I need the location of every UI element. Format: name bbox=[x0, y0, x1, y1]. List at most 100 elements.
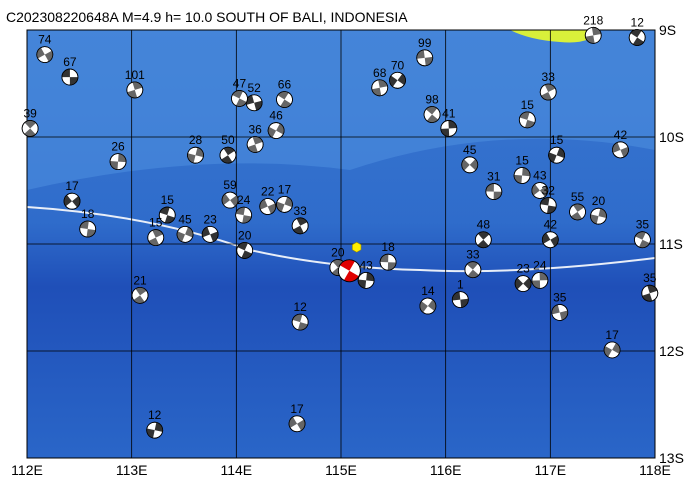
ball-rim bbox=[276, 91, 293, 108]
depth-label: 15 bbox=[515, 154, 529, 168]
ball-rim bbox=[451, 291, 469, 309]
depth-label: 50 bbox=[221, 133, 235, 147]
focal-mechanism bbox=[176, 225, 194, 243]
ball-rim bbox=[531, 182, 549, 199]
ball-quadrant bbox=[358, 272, 375, 289]
ball-rim bbox=[628, 29, 646, 46]
focal-mechanism bbox=[291, 217, 309, 235]
focal-mechanism bbox=[464, 261, 482, 279]
focal-mechanism bbox=[259, 198, 277, 215]
ball-quadrant bbox=[159, 207, 175, 224]
ball-rim bbox=[461, 156, 479, 174]
ball-quadrant bbox=[202, 226, 219, 242]
depth-label: 66 bbox=[278, 78, 292, 92]
focal-mechanism bbox=[131, 286, 149, 304]
focal-mechanism bbox=[79, 220, 97, 238]
depth-label: 15 bbox=[149, 216, 163, 230]
focal-mechanism bbox=[126, 81, 144, 99]
focal-mechanism bbox=[109, 153, 127, 171]
ball-rim bbox=[146, 421, 164, 439]
focal-mechanism bbox=[569, 203, 586, 221]
ball-quadrant bbox=[477, 231, 490, 248]
ball-rim bbox=[531, 271, 549, 289]
ball-rim bbox=[612, 141, 629, 159]
ball-quadrant bbox=[110, 153, 127, 170]
ball-rim bbox=[541, 231, 559, 249]
y-tick-label: 13S bbox=[659, 450, 684, 466]
ball-quadrant bbox=[531, 184, 548, 197]
ball-rim bbox=[291, 313, 309, 331]
depth-label: 15 bbox=[550, 133, 564, 147]
ball-quadrant bbox=[268, 123, 285, 138]
ball-quadrant bbox=[570, 203, 585, 220]
focal-mechanism bbox=[603, 341, 621, 359]
ball-quadrant bbox=[514, 167, 531, 184]
focal-mechanism bbox=[201, 225, 219, 243]
ball-rim bbox=[416, 49, 434, 67]
depth-label: 68 bbox=[373, 66, 387, 80]
ball-rim bbox=[379, 253, 397, 271]
ball-quadrant bbox=[452, 291, 469, 308]
ball-quadrant bbox=[612, 142, 629, 158]
depth-label: 67 bbox=[63, 55, 77, 69]
ball-rim bbox=[288, 415, 306, 433]
x-tick-label: 118E bbox=[639, 462, 671, 478]
focal-mechanism bbox=[440, 120, 458, 137]
focal-mechanism bbox=[236, 242, 254, 259]
ball-quadrant bbox=[541, 84, 556, 101]
depth-label: 70 bbox=[391, 58, 405, 72]
focal-mechanism bbox=[634, 231, 651, 249]
depth-label: 35 bbox=[643, 271, 657, 285]
focal-mechanism bbox=[551, 304, 569, 321]
focal-mechanism bbox=[451, 291, 469, 309]
depth-label: 32 bbox=[542, 183, 556, 197]
ball-quadrant bbox=[635, 231, 650, 248]
ball-quadrant bbox=[235, 207, 252, 224]
ball-quadrant bbox=[371, 79, 388, 96]
ball-quadrant bbox=[466, 261, 479, 278]
focal-mechanism bbox=[221, 191, 239, 209]
focal-mechanism bbox=[531, 182, 549, 199]
ball-rim bbox=[245, 94, 263, 112]
depth-label: 31 bbox=[487, 170, 501, 184]
depth-label: 18 bbox=[81, 207, 95, 221]
ball-rim bbox=[485, 183, 503, 200]
ball-rim bbox=[389, 71, 406, 89]
ball-rim bbox=[259, 198, 277, 215]
depth-label: 33 bbox=[542, 70, 556, 84]
ball-quadrant bbox=[61, 69, 78, 86]
x-tick-label: 115E bbox=[325, 462, 357, 478]
depth-label: 17 bbox=[290, 402, 304, 416]
depth-label: 12 bbox=[148, 408, 162, 422]
ball-rim bbox=[176, 225, 194, 243]
ball-quadrant bbox=[24, 120, 36, 137]
ball-rim bbox=[221, 191, 239, 209]
ball-quadrant bbox=[221, 147, 235, 164]
land bbox=[510, 30, 600, 43]
depth-label: 26 bbox=[111, 140, 125, 154]
ball-quadrant bbox=[146, 422, 163, 439]
focal-mechanism bbox=[231, 90, 248, 107]
ball-rim bbox=[219, 146, 237, 164]
ball-rim bbox=[419, 297, 437, 315]
ball-rim bbox=[551, 304, 569, 321]
depth-label: 12 bbox=[631, 15, 645, 29]
depth-label: 42 bbox=[544, 218, 558, 232]
focal-mechanism bbox=[219, 146, 237, 164]
depth-label: 24 bbox=[237, 193, 251, 207]
ball-rim bbox=[201, 225, 219, 243]
ball-quadrant bbox=[440, 120, 457, 137]
focal-mechanism bbox=[147, 229, 165, 246]
focal-mechanism bbox=[419, 297, 437, 315]
ball-quadrant bbox=[277, 91, 292, 108]
ball-quadrant bbox=[542, 232, 559, 247]
focal-mechanism bbox=[641, 284, 659, 302]
focal-mechanism bbox=[21, 120, 39, 137]
x-tick-label: 117E bbox=[534, 462, 566, 478]
focal-mechanism bbox=[541, 231, 559, 249]
focal-mechanism bbox=[539, 83, 557, 101]
y-tick-label: 9S bbox=[659, 22, 676, 38]
ball-quadrant bbox=[133, 287, 147, 304]
depth-label: 15 bbox=[521, 98, 535, 112]
ball-quadrant bbox=[551, 304, 568, 321]
